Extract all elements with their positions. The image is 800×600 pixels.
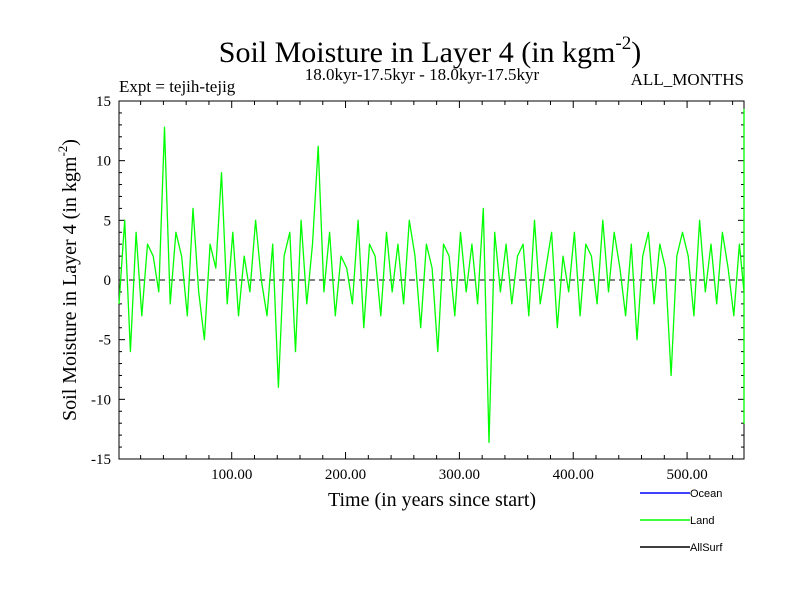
y-tick-label: 10: [96, 154, 111, 170]
x-tick-label: 500.00: [666, 467, 707, 483]
y-axis-label-main: Soil Moisture in Layer 4 (in kgm: [59, 156, 81, 421]
chart-title-close: ): [631, 36, 641, 69]
x-axis-label: Time (in years since start): [328, 489, 536, 511]
y-tick-label: 15: [96, 94, 111, 110]
y-tick-label: 0: [104, 273, 112, 289]
y-tick-label: -15: [91, 452, 111, 468]
chart-title-sup: -2: [615, 33, 631, 54]
y-tick-label: 5: [104, 213, 112, 229]
x-tick-label: 400.00: [553, 467, 594, 483]
y-tick-label: -5: [99, 333, 112, 349]
x-tick-label: 100.00: [211, 467, 252, 483]
x-tick-label: 200.00: [325, 467, 366, 483]
y-axis: -15 -10 -5 0 5 10 15: [91, 94, 744, 468]
x-axis: 100.00 200.00 300.00 400.00 500.00: [140, 101, 734, 483]
expt-label: Expt = tejih-tejig: [119, 77, 236, 96]
legend: Ocean Land AllSurf: [640, 488, 723, 554]
x-tick-label: 300.00: [439, 467, 480, 483]
chart-title: Soil Moisture in Layer 4 (in kgm-2): [219, 33, 641, 69]
series-line-land: [118, 108, 745, 443]
y-tick-label: -10: [91, 392, 111, 408]
months-label: ALL_MONTHS: [631, 70, 744, 89]
y-axis-label-close: ): [59, 139, 81, 146]
legend-label: Ocean: [690, 488, 722, 500]
period-label: 18.0kyr-17.5kyr - 18.0kyr-17.5kyr: [305, 65, 540, 84]
y-axis-label-sup: -2: [55, 146, 70, 157]
legend-label: AllSurf: [690, 542, 723, 554]
chart-title-main: Soil Moisture in Layer 4 (in kgm: [219, 36, 616, 69]
y-axis-label: Soil Moisture in Layer 4 (in kgm-2): [55, 139, 81, 421]
legend-label: Land: [690, 515, 714, 527]
